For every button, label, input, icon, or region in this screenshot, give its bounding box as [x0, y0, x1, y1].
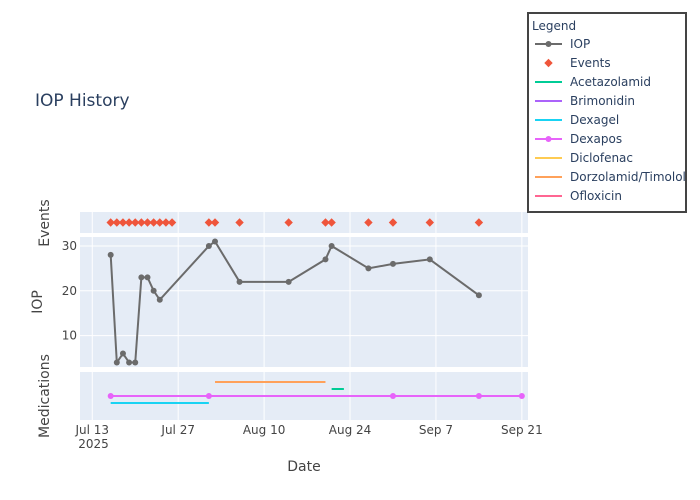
legend-title: Legend: [532, 19, 576, 33]
iop-panel: [80, 237, 528, 367]
iop-point: [132, 359, 139, 366]
chart-title: IOP History: [35, 91, 130, 111]
iop-point: [285, 278, 292, 285]
legend-item-ofloxicin: Ofloxicin: [535, 189, 622, 203]
event-marker: [425, 218, 435, 227]
event-marker: [155, 218, 164, 227]
x-tick-label: Aug 24: [329, 423, 372, 437]
x-axis-title: Date: [287, 459, 320, 475]
event-marker: [235, 218, 244, 227]
event-marker: [204, 218, 214, 227]
legend-label: Ofloxicin: [570, 189, 622, 203]
legend-item-brimonidin: Brimonidin: [535, 94, 635, 108]
dexapos-point: [518, 393, 525, 399]
dexapos-point: [475, 393, 482, 399]
legend-label: Diclofenac: [570, 151, 633, 165]
iop-point: [156, 296, 163, 303]
iop-point: [144, 274, 151, 281]
iop-point: [236, 278, 243, 285]
iop-plot-area: [80, 237, 528, 367]
event-marker: [143, 218, 152, 227]
event-marker: [112, 218, 122, 227]
x-tick-label: Sep 7: [419, 423, 453, 437]
iop-point: [389, 260, 396, 267]
x-tick-label: Jul 13: [74, 423, 109, 437]
legend-item-events: Events: [544, 56, 611, 70]
event-marker: [284, 218, 293, 227]
legend-item-iop: IOP: [535, 37, 590, 51]
legend-label: Dexagel: [570, 113, 619, 127]
iop-point: [426, 256, 433, 263]
iop-point: [365, 265, 372, 272]
x-tick-label: Sep 21: [501, 423, 543, 437]
legend-label: IOP: [570, 37, 590, 51]
event-marker: [167, 218, 177, 227]
events-panel: [80, 212, 528, 233]
iop-point: [328, 242, 335, 249]
iop-point: [119, 350, 126, 357]
event-marker: [388, 218, 398, 227]
iop-point: [138, 274, 145, 281]
iop-point: [113, 359, 120, 366]
event-marker: [327, 218, 336, 227]
legend-marker-icon: [545, 136, 552, 142]
iop-y-tick-label: 20: [62, 284, 77, 298]
legend-item-diclofenac: Diclofenac: [535, 151, 633, 165]
legend-label: Dorzolamid/Timolol: [570, 170, 686, 184]
iop-point: [475, 292, 482, 299]
legend-diamond-icon: [544, 58, 553, 68]
event-marker: [321, 218, 330, 227]
legend-item-dexagel: Dexagel: [535, 113, 619, 127]
events-plot-area: [80, 212, 528, 233]
events-y-axis-title: Events: [37, 199, 53, 246]
medications-panel: [80, 372, 528, 420]
x-tick-label: Aug 10: [243, 423, 286, 437]
iop-point: [107, 251, 114, 258]
iop-point: [205, 242, 212, 249]
event-marker: [124, 218, 134, 227]
dexapos-point: [205, 393, 212, 399]
iop-y-axis-title: IOP: [30, 290, 46, 314]
x-tick-sublabel: 2025: [78, 437, 109, 451]
legend-label: Events: [570, 56, 611, 70]
iop-point: [150, 287, 157, 294]
event-marker: [364, 218, 373, 227]
legend-label: Dexapos: [570, 132, 622, 146]
legend-label: Brimonidin: [570, 94, 635, 108]
event-marker: [137, 218, 146, 227]
event-marker: [161, 218, 171, 227]
event-marker: [474, 218, 484, 227]
event-marker: [149, 218, 158, 227]
iop-y-tick-label: 10: [62, 329, 77, 343]
legend-item-acetazolamid: Acetazolamid: [535, 75, 651, 89]
x-tick-label: Jul 27: [160, 423, 195, 437]
iop-point: [126, 359, 133, 366]
iop-point: [322, 256, 329, 263]
iop-point: [212, 238, 219, 245]
event-marker: [118, 218, 128, 227]
event-marker: [131, 218, 140, 227]
dexapos-point: [389, 393, 396, 399]
legend-label: Acetazolamid: [570, 75, 651, 89]
event-marker: [106, 218, 115, 227]
legend-item-dorzolamid-timolol: Dorzolamid/Timolol: [535, 170, 686, 184]
legend: Legend IOP Events Acetazolamid Brimonidin Dex…: [527, 12, 687, 213]
medications-y-axis-title: Medications: [37, 354, 53, 438]
iop-y-tick-label: 30: [62, 239, 77, 253]
legend-item-dexapos: Dexapos: [535, 132, 622, 146]
legend-marker-icon: [545, 41, 552, 47]
legend-box: [527, 12, 687, 213]
dexapos-point: [107, 393, 114, 399]
event-marker: [210, 218, 220, 227]
